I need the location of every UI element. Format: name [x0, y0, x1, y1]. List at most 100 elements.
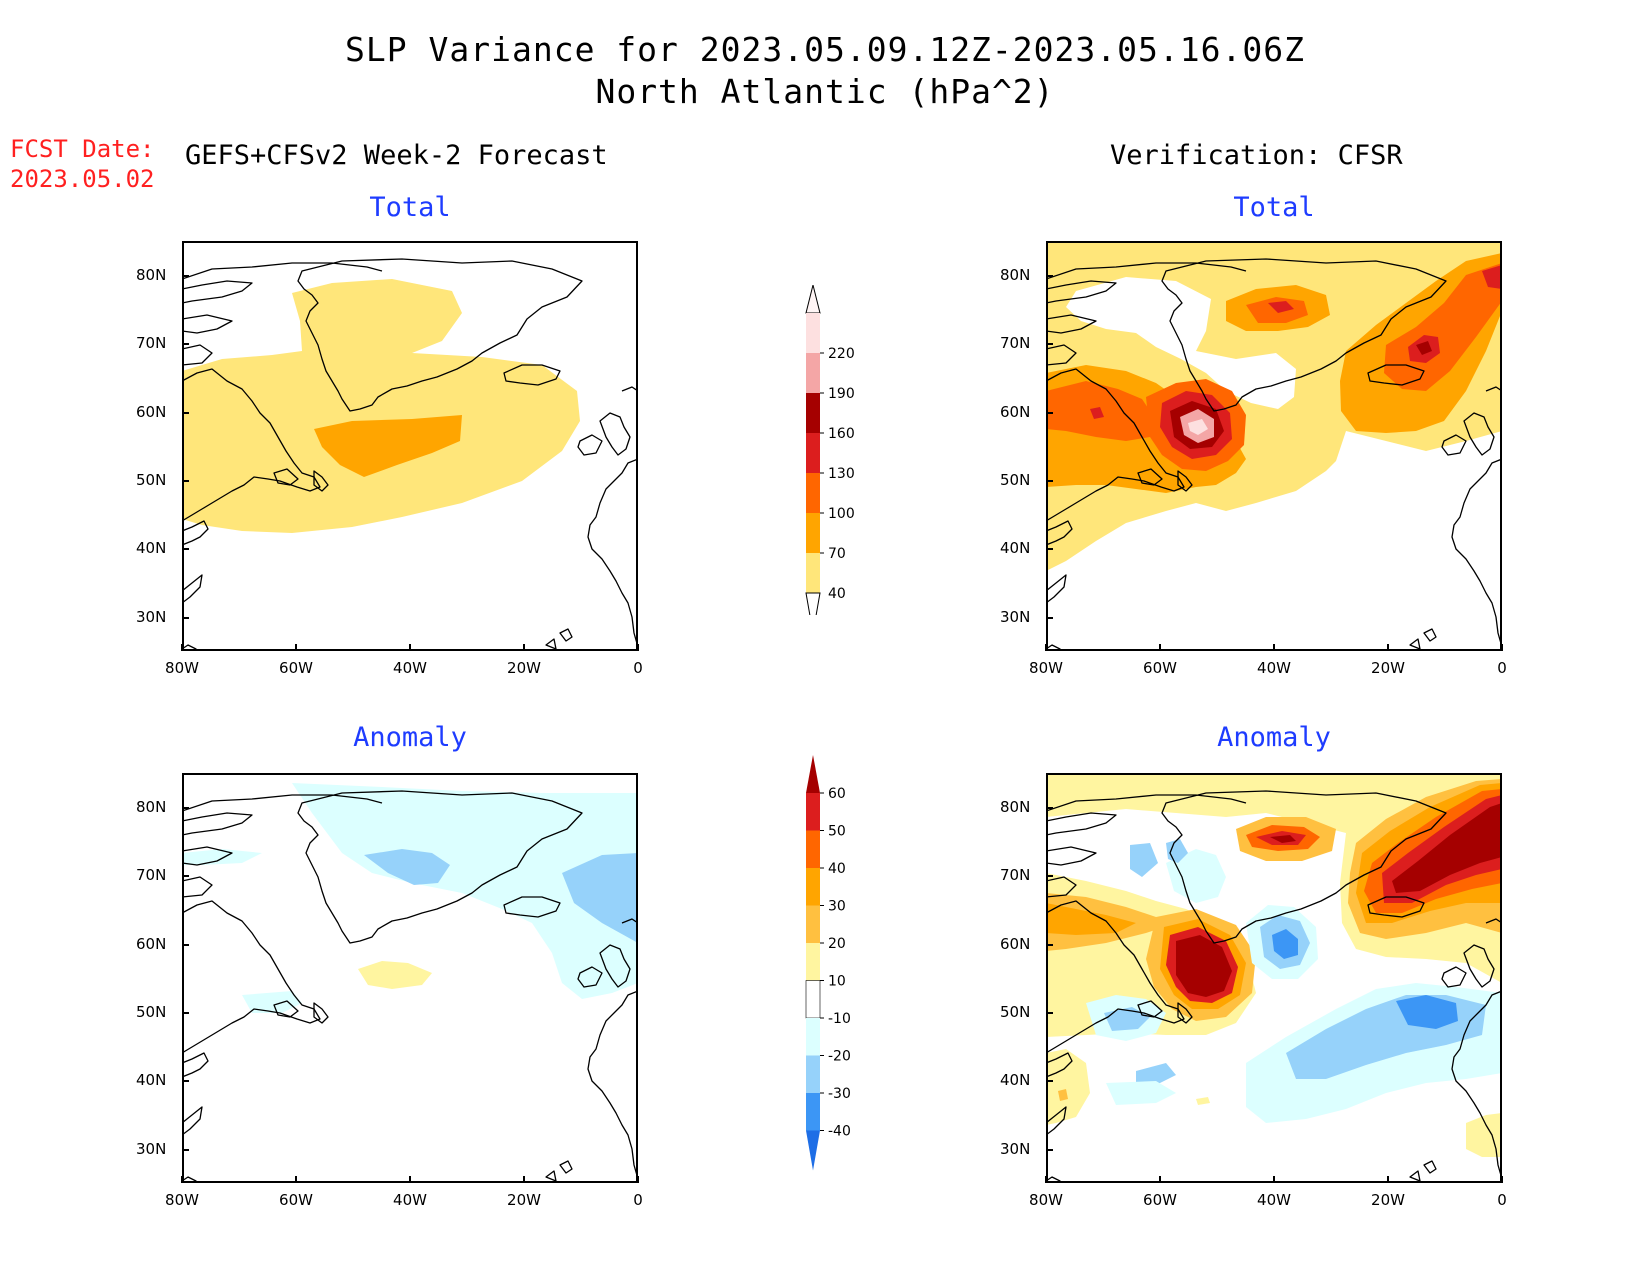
colorbar-anom-box	[805, 980, 821, 1019]
lon-tick-label: 40W	[1257, 659, 1291, 677]
colorbar-total-label: 220	[828, 346, 855, 362]
lon-tick-label: 60W	[279, 659, 313, 677]
colorbar-anom-label: 60	[828, 786, 846, 802]
lat-tick-label: 50N	[136, 470, 167, 489]
colorbar-anom-top-arrow	[806, 755, 820, 793]
lat-tick-mark	[182, 548, 189, 551]
colorbar-total-top-arrow	[805, 285, 821, 314]
map-fcst-anomaly	[182, 773, 638, 1183]
lon-tick-label: 60W	[1143, 659, 1177, 677]
lon-tick-label: 80W	[1029, 1191, 1063, 1209]
lat-tick-mark	[1046, 1011, 1053, 1014]
lat-tick-label: 30N	[1000, 1139, 1031, 1158]
lat-tick-mark	[1046, 411, 1053, 414]
lon-tick-label: 60W	[279, 1191, 313, 1209]
lat-tick-mark	[1046, 616, 1053, 619]
lat-tick-label: 60N	[136, 934, 167, 953]
colorbar-anom-box	[806, 905, 820, 943]
panel-title-verif-anomaly: Anomaly	[1217, 722, 1331, 753]
lon-tick-mark	[409, 644, 411, 651]
colorbar-total-label: 70	[828, 546, 846, 562]
lon-tick-label: 20W	[507, 1191, 541, 1209]
panel-title-verif-total: Total	[1233, 192, 1315, 223]
lon-tick-mark	[1273, 644, 1275, 651]
fcst-label: FCST Date:	[10, 135, 155, 163]
lon-tick-label: 40W	[1257, 1191, 1291, 1209]
colorbar-anom-box	[806, 1018, 820, 1056]
lat-tick-mark	[1046, 875, 1053, 878]
lon-tick-label: 0	[1497, 1191, 1507, 1209]
colorbar-total: 220 190 160 130 100 70 40	[805, 285, 855, 615]
lon-tick-label: 0	[1497, 659, 1507, 677]
lat-tick-label: 70N	[136, 866, 167, 885]
lat-tick-label: 50N	[1000, 1002, 1031, 1021]
lat-tick-label: 40N	[136, 1071, 167, 1090]
colorbar-total-box	[806, 393, 820, 433]
colorbar-total-label: 40	[828, 586, 846, 602]
lat-tick-mark	[182, 411, 189, 414]
colorbar-total-box	[806, 553, 820, 593]
lon-tick-mark	[1387, 644, 1389, 651]
lat-tick-label: 30N	[136, 607, 167, 626]
lon-tick-mark	[1159, 644, 1161, 651]
lon-tick-mark	[1045, 1176, 1047, 1183]
page-subtitle: North Atlantic (hPa^2)	[595, 72, 1055, 111]
colorbar-anom-label: 30	[828, 899, 846, 915]
colorbar-total-label: 100	[828, 506, 855, 522]
lon-tick-label: 20W	[1371, 659, 1405, 677]
lon-tick-mark	[181, 644, 183, 651]
lat-tick-mark	[182, 1148, 189, 1151]
lat-tick-label: 60N	[1000, 402, 1031, 421]
lon-tick-mark	[181, 1176, 183, 1183]
colorbar-total-label: 160	[828, 426, 855, 442]
lat-tick-label: 50N	[136, 1002, 167, 1021]
right-column-title: Verification: CFSR	[1110, 140, 1403, 171]
lat-tick-label: 60N	[1000, 934, 1031, 953]
colorbar-anom-box	[806, 1093, 820, 1131]
lon-tick-label: 80W	[165, 1191, 199, 1209]
lat-tick-mark	[182, 1080, 189, 1083]
colorbar-anom-label: -10	[828, 1011, 851, 1027]
lon-tick-label: 20W	[1371, 1191, 1405, 1209]
lat-tick-label: 80N	[136, 266, 167, 284]
lat-tick-label: 40N	[136, 539, 167, 558]
panel-title-fcst-anomaly: Anomaly	[353, 722, 467, 753]
lon-tick-mark	[523, 1176, 525, 1183]
colorbar-total-box	[806, 313, 820, 353]
colorbar-total-bottom-arrow	[805, 592, 821, 615]
lon-tick-label: 40W	[393, 1191, 427, 1209]
colorbar-anom-label: -20	[828, 1049, 851, 1065]
lat-tick-label: 30N	[136, 1139, 167, 1158]
lon-tick-mark	[1159, 1176, 1161, 1183]
lat-tick-mark	[182, 275, 189, 277]
lon-tick-label: 60W	[1143, 1191, 1177, 1209]
colorbar-anom-label: 50	[828, 824, 846, 840]
lat-tick-label: 70N	[1000, 334, 1031, 353]
map-verif-total	[1046, 241, 1502, 651]
lon-tick-mark	[1045, 644, 1047, 651]
lon-tick-mark	[637, 644, 639, 651]
left-column-title: GEFS+CFSv2 Week-2 Forecast	[185, 140, 608, 171]
lat-tick-mark	[1046, 1148, 1053, 1151]
lat-tick-mark	[182, 616, 189, 619]
lat-tick-mark	[182, 807, 189, 809]
lon-tick-mark	[1273, 1176, 1275, 1183]
lon-tick-mark	[1501, 1176, 1503, 1183]
lon-tick-label: 40W	[393, 659, 427, 677]
colorbar-anom-box	[806, 793, 820, 831]
lat-tick-label: 40N	[1000, 539, 1031, 558]
lon-tick-label: 0	[633, 1191, 643, 1209]
lat-tick-label: 70N	[136, 334, 167, 353]
lon-tick-label: 80W	[1029, 659, 1063, 677]
map-verif-anomaly	[1046, 773, 1502, 1183]
lon-tick-mark	[295, 644, 297, 651]
lon-tick-mark	[523, 644, 525, 651]
colorbar-anom-box	[806, 830, 820, 868]
lat-tick-mark	[182, 343, 189, 346]
lat-tick-label: 70N	[1000, 866, 1031, 885]
lat-tick-mark	[1046, 275, 1053, 277]
lat-tick-mark	[182, 1011, 189, 1014]
colorbar-anomaly: 60 50 40 30 20 10 -10 -20 -30 -40	[805, 755, 851, 1171]
colorbar-anom-box	[806, 943, 820, 981]
lat-tick-label: 80N	[1000, 266, 1031, 284]
